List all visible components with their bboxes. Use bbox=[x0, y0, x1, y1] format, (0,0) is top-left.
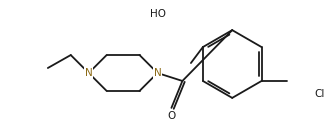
Text: N: N bbox=[154, 68, 161, 78]
Text: N: N bbox=[85, 68, 93, 78]
Text: Cl: Cl bbox=[314, 89, 324, 99]
Text: HO: HO bbox=[150, 9, 167, 19]
Text: O: O bbox=[167, 111, 175, 121]
